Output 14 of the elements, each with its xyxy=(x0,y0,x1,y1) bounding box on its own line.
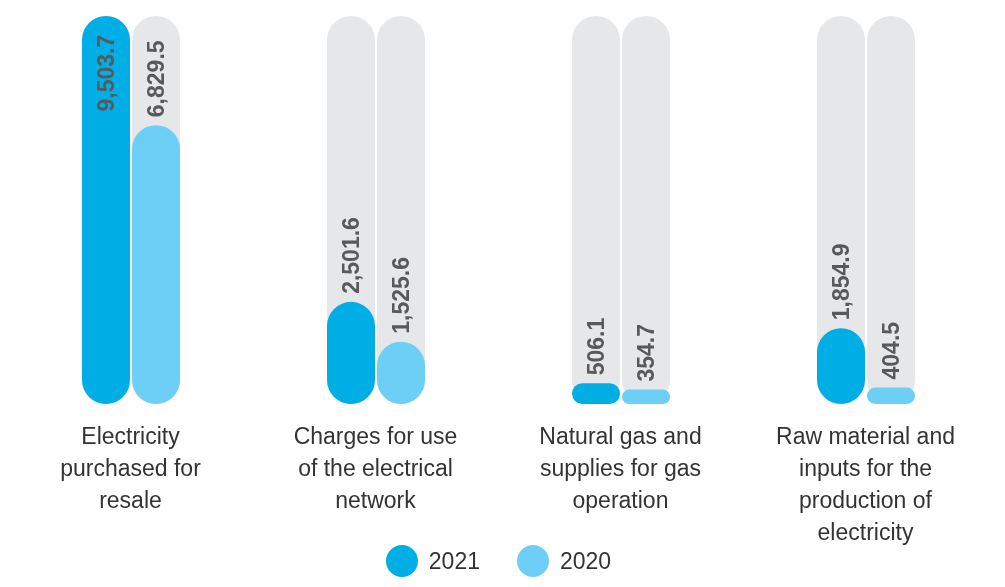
data-label: 354.7 xyxy=(633,323,659,382)
data-label: 1,525.6 xyxy=(388,256,414,334)
data-label: 1,854.9 xyxy=(828,243,854,321)
data-label: 506.1 xyxy=(583,317,609,376)
data-label: 6,829.5 xyxy=(143,40,169,118)
legend-label: 2020 xyxy=(559,546,612,576)
data-label: 404.5 xyxy=(878,321,904,380)
data-label: 9,503.7 xyxy=(93,34,119,112)
x-tick-label: Raw material and inputs for the production of electricity xyxy=(776,423,955,545)
x-tick-label: Natural gas and supplies for gas operation xyxy=(539,423,702,513)
data-label: 2,501.6 xyxy=(338,217,364,294)
x-tick-label: Electricity purchased for resale xyxy=(60,423,202,513)
legend-label: 2021 xyxy=(427,546,480,576)
x-tick-label: Charges for use of the electrical network xyxy=(293,423,458,513)
